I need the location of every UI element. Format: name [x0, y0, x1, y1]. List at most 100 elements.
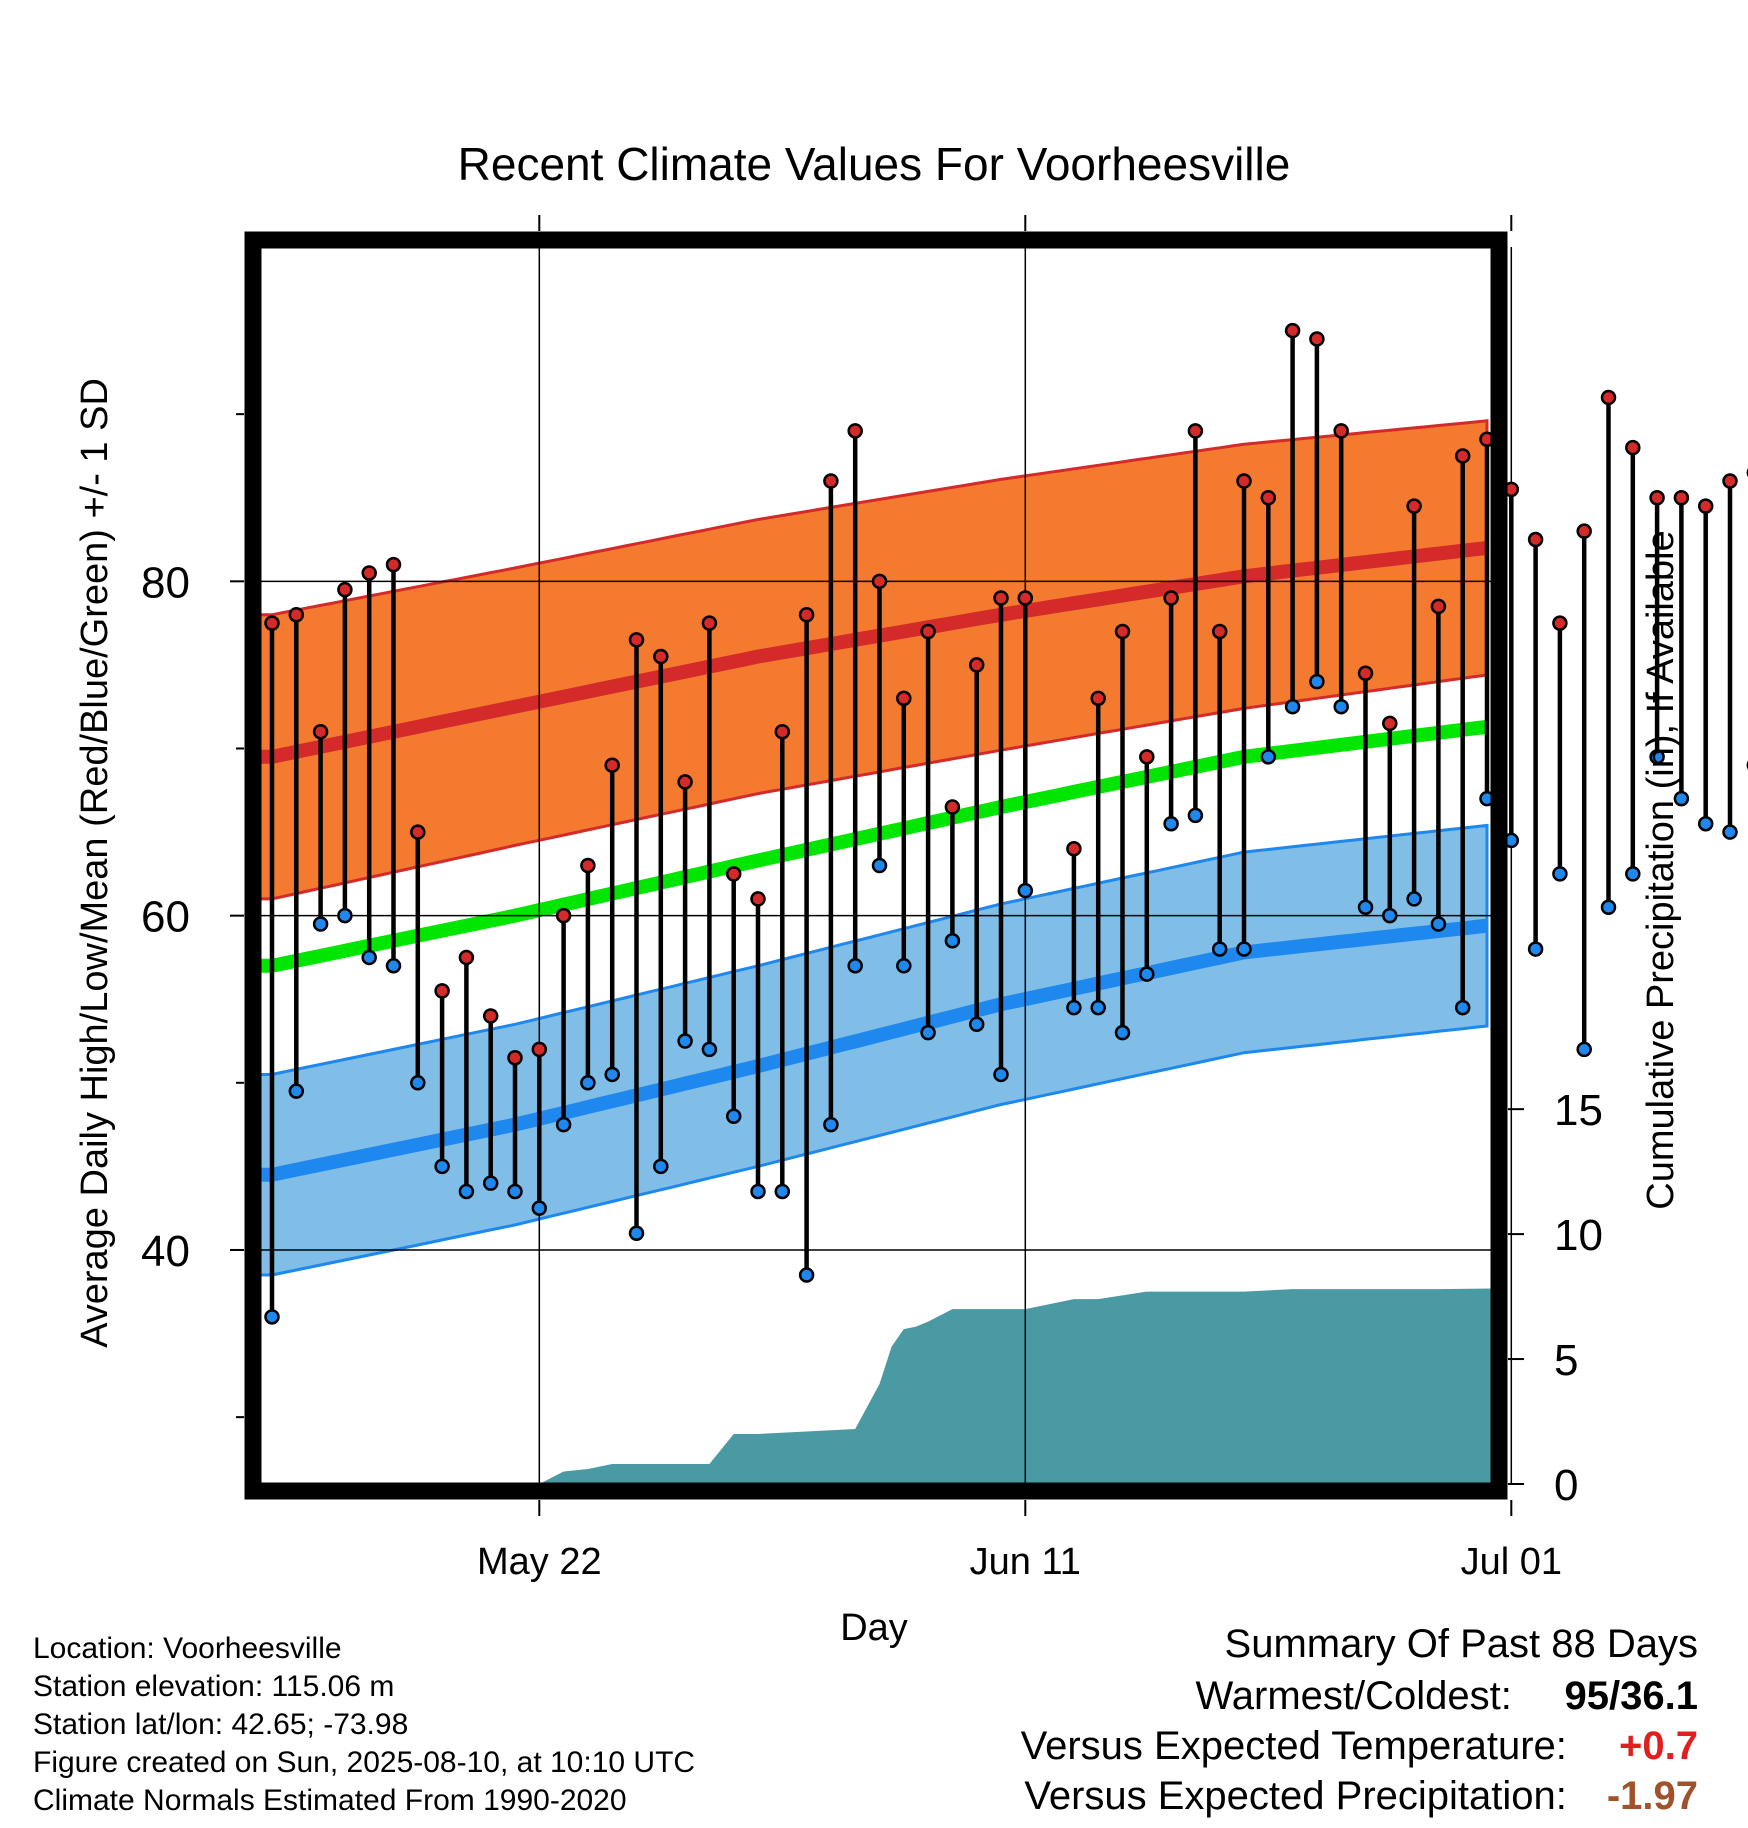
daily-high-dot [1066, 841, 1082, 857]
daily-low-dot [1309, 673, 1325, 690]
daily-high-dot [312, 724, 329, 740]
daily-high-dot [385, 556, 402, 573]
daily-low-dot [725, 1108, 742, 1124]
x-tick-label: Jun 11 [970, 1541, 1081, 1583]
daily-high-dot [1600, 389, 1617, 406]
daily-low-dot [944, 932, 961, 949]
daily-low-dot [1527, 941, 1544, 957]
daily-high-dot [1673, 489, 1690, 506]
daily-low-dot [653, 1158, 669, 1175]
daily-low-dot [1163, 815, 1179, 832]
daily-high-dot [555, 907, 572, 924]
daily-high-dot [604, 757, 620, 773]
daily-high-dot [1357, 665, 1374, 682]
daily-high-dot [1625, 439, 1641, 456]
daily-low-dot [385, 958, 402, 974]
daily-high-dot [1017, 590, 1034, 606]
daily-high-dot [1284, 322, 1301, 339]
daily-high-dot [482, 1008, 499, 1024]
chart-title: Recent Climate Values For Voorheesville [458, 138, 1291, 190]
summary-precip-row: Versus Expected Precipitation: -1.97 [1024, 1774, 1698, 1819]
daily-high-dot [847, 423, 863, 439]
daily-high-dot [944, 799, 961, 815]
daily-high-dot [701, 615, 718, 631]
daily-high-dot [1236, 473, 1252, 489]
daily-high-dot [580, 857, 596, 874]
daily-high-dot [458, 949, 475, 966]
precipitation-area [272, 1239, 1492, 1484]
daily-low-dot [1649, 749, 1665, 765]
daily-high-dot [896, 690, 912, 707]
daily-high-dot [361, 565, 377, 581]
daily-low-dot [1139, 966, 1155, 982]
daily-low-dot [458, 1183, 475, 1200]
daily-low-dot [750, 1183, 766, 1200]
y2-tick-label: 0 [1554, 1461, 1578, 1510]
daily-low-dot [1576, 1041, 1592, 1058]
daily-high-dot [1090, 690, 1106, 707]
daily-high-dot [1187, 423, 1204, 439]
daily-low-dot [604, 1066, 620, 1083]
grid-lines [260, 247, 1513, 1484]
daily-low-dot [555, 1116, 572, 1133]
daily-low-dot [1066, 999, 1082, 1016]
daily-high-dot [1139, 749, 1155, 765]
daily-low-dot [580, 1075, 596, 1091]
daily-low-dot [1187, 807, 1204, 824]
daily-low-dot [701, 1041, 718, 1058]
daily-low-dot [361, 949, 377, 966]
y-tick-label: 80 [141, 558, 190, 607]
daily-high-dot [1163, 590, 1179, 606]
summary-warmest-label: Warmest/Coldest: [1195, 1674, 1512, 1718]
summary-warmest-value: 95/36.1 [1564, 1674, 1698, 1718]
summary-title: Summary Of Past 88 Days [1224, 1622, 1698, 1666]
daily-low-dot [628, 1225, 645, 1242]
summary-precip-value: -1.97 [1606, 1774, 1698, 1818]
daily-high-dot [1552, 615, 1568, 631]
daily-low-dot [1236, 941, 1252, 957]
daily-low-dot [798, 1267, 815, 1283]
daily-low-dot [1430, 916, 1447, 932]
daily-high-dot [628, 632, 645, 648]
daily-low-dot [1697, 815, 1714, 832]
summary-warmest-row: Warmest/Coldest: 95/36.1 [1196, 1674, 1699, 1719]
daily-high-dot [1430, 598, 1447, 615]
y2-tick-label: 15 [1554, 1086, 1603, 1135]
y2-tick-label: 10 [1554, 1211, 1603, 1260]
daily-high-dot [1527, 531, 1544, 548]
y2-axis-label: Cumulative Precipitation (in), If Availa… [1640, 530, 1682, 1209]
daily-low-dot [920, 1024, 936, 1041]
daily-low-dot [1454, 999, 1471, 1016]
summary-precip-label: Versus Expected Precipitation: [1024, 1774, 1567, 1818]
daily-low-dot [312, 916, 329, 932]
daily-high-dot [1406, 498, 1422, 514]
daily-high-dot [264, 615, 280, 631]
daily-low-dot [1406, 891, 1422, 907]
daily-high-dot [1454, 448, 1471, 464]
daily-low-dot [288, 1083, 305, 1099]
info-elevation: Station elevation: 115.06 m [33, 1670, 395, 1703]
daily-high-dot [823, 473, 839, 489]
y2-tick-label: 5 [1554, 1336, 1578, 1385]
summary-temp-label: Versus Expected Temperature: [1020, 1724, 1567, 1768]
daily-high-dot [653, 648, 669, 665]
daily-low-dot [410, 1075, 426, 1091]
daily-low-dot [1260, 749, 1277, 765]
daily-high-dot [1722, 473, 1738, 489]
daily-high-dot [677, 774, 693, 790]
daily-low-dot [823, 1116, 839, 1133]
low-sd-band [260, 823, 1489, 1277]
daily-low-dot [1600, 899, 1617, 916]
daily-high-dot [1576, 523, 1592, 539]
daily-low-dot [774, 1183, 791, 1200]
daily-high-dot [798, 607, 815, 623]
daily-low-dot [1722, 824, 1738, 840]
info-location: Location: Voorheesville [33, 1632, 342, 1665]
daily-low-dot [1090, 999, 1106, 1016]
y-tick-label: 40 [141, 1227, 190, 1276]
daily-high-dot [337, 581, 353, 598]
y-axis-label: Average Daily High/Low/Mean (Red/Blue/Gr… [74, 378, 116, 1348]
daily-high-dot [1697, 498, 1714, 514]
